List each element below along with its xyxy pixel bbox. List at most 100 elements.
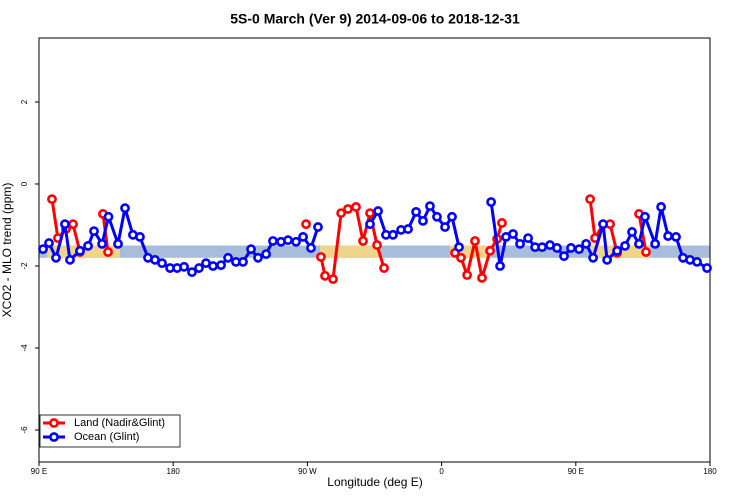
data-point <box>283 235 293 246</box>
x-tick-label: 90 E <box>568 467 584 476</box>
data-point <box>373 206 383 216</box>
data-point <box>60 219 70 230</box>
data-point <box>634 238 644 249</box>
data-point <box>301 219 311 230</box>
data-point <box>640 211 650 222</box>
data-point <box>343 204 353 214</box>
x-axis-label: Longitude (deg E) <box>327 475 422 489</box>
land-band <box>320 245 381 258</box>
y-tick-label: -2 <box>20 262 29 270</box>
data-point <box>620 240 630 251</box>
data-point <box>671 231 681 242</box>
data-point <box>120 203 130 214</box>
data-point <box>291 236 301 247</box>
data-point <box>581 238 591 249</box>
data-point <box>75 245 85 256</box>
data-point <box>663 231 673 241</box>
data-point <box>44 238 54 248</box>
y-tick-label: 0 <box>20 181 29 186</box>
chart-title: 5S-0 March (Ver 9) 2014-09-06 to 2018-12… <box>230 11 520 27</box>
y-tick-label: -6 <box>20 426 29 434</box>
data-point <box>336 208 346 218</box>
data-point <box>574 244 584 255</box>
legend-marker <box>49 432 59 442</box>
data-point <box>585 194 596 205</box>
legend-label: Ocean (Glint) <box>74 431 139 443</box>
data-point <box>566 243 576 253</box>
data-point <box>486 197 497 207</box>
data-point <box>316 252 326 262</box>
data-point <box>440 222 450 232</box>
data-point <box>418 215 428 226</box>
data-point <box>559 251 569 262</box>
data-point <box>253 252 263 263</box>
data-point <box>537 242 548 253</box>
x-tick-label: 180 <box>703 467 717 476</box>
legend-label: Land (Nadir&Glint) <box>74 417 165 429</box>
data-point <box>508 229 518 239</box>
legend-marker <box>49 418 59 428</box>
data-point <box>103 247 113 257</box>
data-point <box>65 254 75 265</box>
x-tick-label: 90 E <box>31 467 47 476</box>
data-point <box>702 263 712 273</box>
data-point <box>68 219 78 230</box>
data-point <box>425 201 435 212</box>
data-point <box>261 249 271 260</box>
y-tick-label: -4 <box>20 344 29 352</box>
data-point <box>627 227 637 237</box>
data-point <box>328 274 338 285</box>
data-point <box>313 222 323 232</box>
data-point <box>379 263 389 273</box>
data-point <box>523 233 533 244</box>
y-axis-label: XCO2 - MLO trend (ppm) <box>0 183 14 318</box>
data-point <box>298 231 308 242</box>
data-point <box>515 238 525 249</box>
data-point <box>456 252 466 263</box>
data-point <box>268 236 278 246</box>
data-point <box>477 272 487 283</box>
data-point <box>223 252 233 263</box>
data-point <box>157 258 167 269</box>
data-point <box>306 243 316 253</box>
data-point <box>246 244 256 255</box>
data-point <box>462 270 472 280</box>
data-point <box>485 245 495 256</box>
data-point <box>588 252 598 263</box>
data-point <box>208 261 218 271</box>
data-point <box>432 211 442 222</box>
data-point <box>612 245 623 256</box>
x-tick-label: 0 <box>439 467 444 476</box>
data-point <box>97 238 107 249</box>
data-point <box>454 242 464 253</box>
data-point <box>179 261 189 272</box>
data-point <box>320 270 330 281</box>
data-point <box>38 244 48 255</box>
data-point <box>602 254 613 265</box>
y-tick-label: 2 <box>20 99 29 104</box>
data-point <box>194 263 204 273</box>
data-point <box>372 240 382 250</box>
data-point <box>656 202 666 212</box>
x-tick-label: 180 <box>167 467 181 476</box>
data-point <box>365 219 375 230</box>
data-point <box>351 202 361 212</box>
data-point <box>641 247 651 257</box>
data-point <box>135 231 145 242</box>
data-point <box>552 243 562 253</box>
data-point <box>447 211 457 222</box>
data-point <box>598 219 608 230</box>
data-point <box>51 252 61 263</box>
data-point <box>692 256 702 267</box>
data-point <box>89 226 99 237</box>
data-point <box>113 238 123 249</box>
data-point <box>497 218 507 228</box>
data-point <box>411 206 422 217</box>
data-point <box>103 211 114 222</box>
data-point <box>47 194 57 205</box>
data-point <box>388 229 398 240</box>
data-point <box>470 236 480 246</box>
legend-box <box>39 414 181 448</box>
data-point <box>358 236 368 246</box>
data-point <box>187 267 197 278</box>
